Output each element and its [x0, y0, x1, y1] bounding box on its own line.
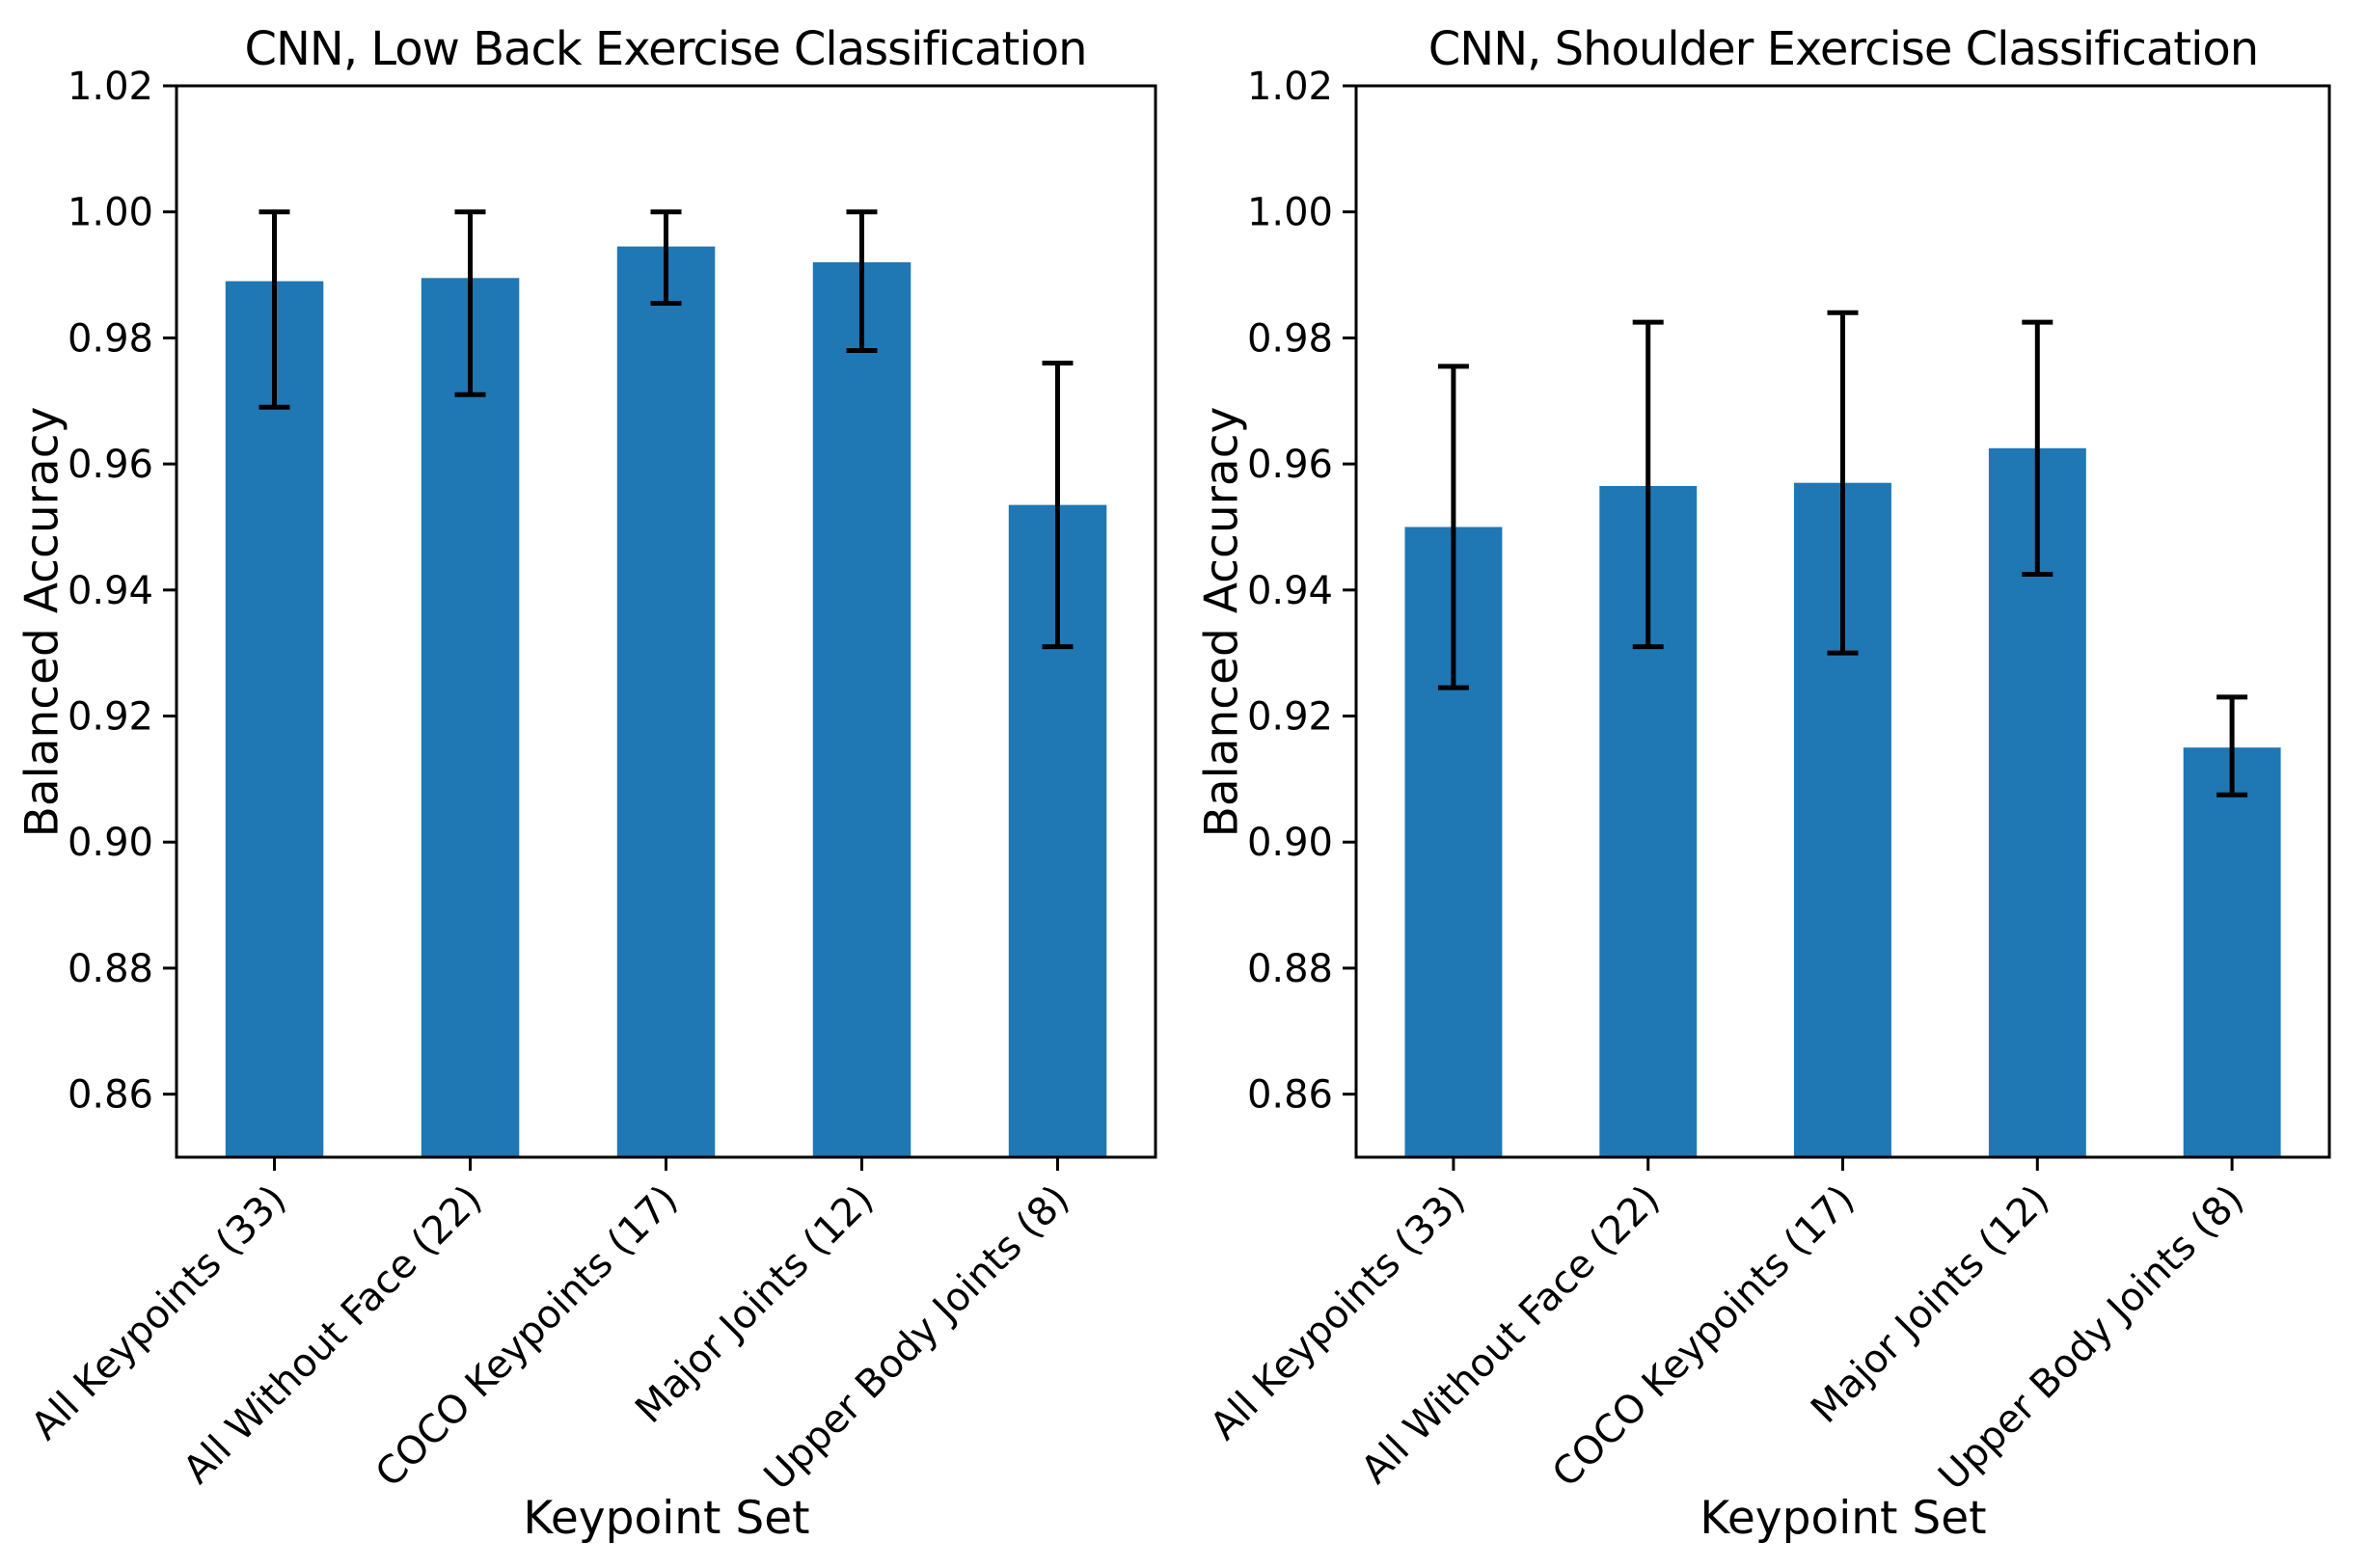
- y-tick-label: 0.88: [1247, 947, 1333, 991]
- y-tick-label: 0.92: [68, 695, 153, 740]
- bar: [421, 278, 520, 1157]
- y-tick-label: 1.02: [1247, 65, 1333, 109]
- plot-border: [1354, 84, 2331, 1159]
- y-tick-label: 1.02: [68, 65, 153, 109]
- y-tick-label: 0.90: [68, 821, 153, 865]
- y-tick-label: 0.96: [68, 443, 153, 487]
- y-tick-label: 0.92: [1247, 695, 1333, 740]
- y-tick-label: 0.98: [68, 316, 153, 361]
- y-tick-label: 0.86: [68, 1073, 153, 1118]
- y-tick-label: 0.94: [1247, 569, 1333, 613]
- low-back-x-axis-label: Keypoint Set: [523, 1492, 810, 1545]
- y-tick-label: 0.96: [1247, 443, 1333, 487]
- bar: [812, 262, 911, 1157]
- y-tick-label: 0.90: [1247, 821, 1333, 865]
- y-tick-label: 0.98: [1247, 316, 1333, 361]
- y-tick-label: 1.00: [68, 191, 153, 235]
- y-tick-label: 0.94: [68, 569, 153, 613]
- bar: [225, 281, 324, 1158]
- shoulder-x-axis-label: Keypoint Set: [1700, 1492, 1987, 1545]
- low-back-chart-title: CNN, Low Back Exercise Classification: [244, 22, 1087, 76]
- bar: [2183, 747, 2281, 1157]
- y-tick-label: 0.88: [68, 947, 153, 991]
- shoulder-y-axis-label: Balanced Accuracy: [1195, 406, 1249, 838]
- shoulder-chart-title: CNN, Shoulder Exercise Classification: [1428, 22, 2259, 76]
- low-back-y-axis-label: Balanced Accuracy: [15, 406, 69, 838]
- y-tick-label: 1.00: [1247, 191, 1333, 235]
- bar: [616, 246, 716, 1158]
- plot-border: [175, 84, 1157, 1159]
- y-tick-label: 0.86: [1247, 1073, 1333, 1118]
